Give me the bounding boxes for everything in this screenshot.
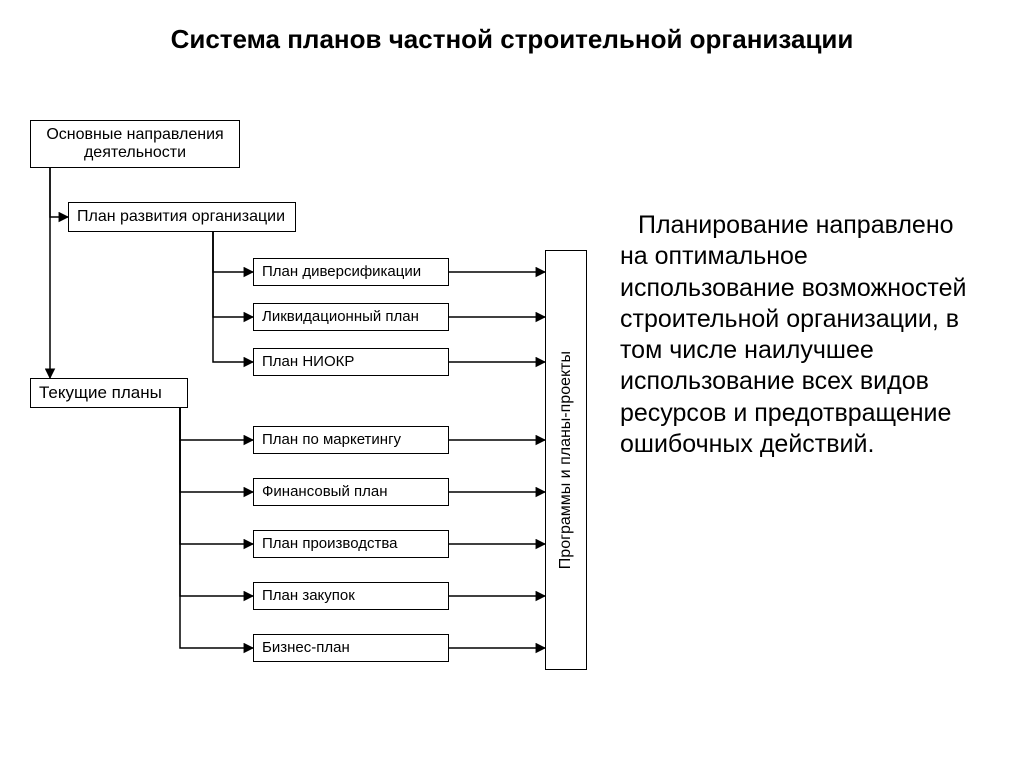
node-diversification: План диверсификации bbox=[253, 258, 449, 286]
edge-current_plans-business bbox=[180, 408, 253, 648]
node-rnd: План НИОКР bbox=[253, 348, 449, 376]
edge-dev_plan-diversification bbox=[213, 232, 253, 272]
edge-current_plans-production bbox=[180, 408, 253, 544]
edge-current_plans-financial bbox=[180, 408, 253, 492]
node-dev_plan: План развития организации bbox=[68, 202, 296, 232]
node-production: План производства bbox=[253, 530, 449, 558]
node-procurement: План закупок bbox=[253, 582, 449, 610]
node-current_plans: Текущие планы bbox=[30, 378, 188, 408]
node-business: Бизнес-план bbox=[253, 634, 449, 662]
node-programs: Программы и планы-проекты bbox=[545, 250, 587, 670]
node-marketing: План по маркетингу bbox=[253, 426, 449, 454]
description-paragraph: Планирование направлено на оптимальное и… bbox=[620, 210, 980, 460]
edge-dev_plan-rnd bbox=[213, 232, 253, 362]
node-financial: Финансовый план bbox=[253, 478, 449, 506]
page-title: Система планов частной строительной орга… bbox=[0, 24, 1024, 55]
edge-current_plans-marketing bbox=[180, 408, 253, 440]
node-liquidation: Ликвидационный план bbox=[253, 303, 449, 331]
edge-current_plans-procurement bbox=[180, 408, 253, 596]
node-main_directions: Основные направления деятельности bbox=[30, 120, 240, 168]
edge-dev_plan-liquidation bbox=[213, 232, 253, 317]
edge-main_directions-dev_plan bbox=[50, 168, 68, 217]
